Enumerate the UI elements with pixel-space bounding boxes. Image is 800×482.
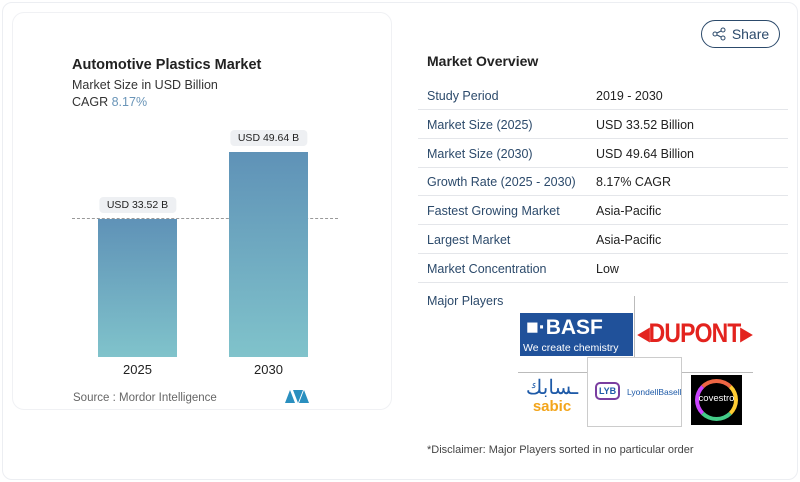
row-label: Study Period xyxy=(427,89,499,103)
source-text: Source : Mordor Intelligence xyxy=(73,392,217,404)
row-label: Market Concentration xyxy=(427,261,547,276)
share-button[interactable]: Share xyxy=(701,20,780,48)
cagr-label: CAGR xyxy=(72,95,109,109)
lyondell-name: LyondellBasell xyxy=(627,387,682,397)
covestro-name: covestro xyxy=(698,393,735,404)
x-tick-label: 2030 xyxy=(254,362,283,377)
row-value: 2019 - 2030 xyxy=(596,89,663,103)
reference-line xyxy=(72,218,338,219)
row-label: Fastest Growing Market xyxy=(427,204,560,219)
disclaimer: *Disclaimer: Major Players sorted in no … xyxy=(427,444,694,456)
major-players-label: Major Players xyxy=(427,294,504,308)
row-value: Low xyxy=(596,261,619,276)
overview-row: Market Size (2025) USD 33.52 Billion xyxy=(418,110,788,139)
row-value: Asia-Pacific xyxy=(596,233,662,247)
basf-name: BASF xyxy=(545,316,603,339)
overview-row: Market Concentration Low xyxy=(418,254,788,283)
sabic-logo: ـسابك sabic xyxy=(522,378,582,420)
overview-row: Fastest Growing Market Asia-Pacific xyxy=(418,196,788,226)
overview-row: Growth Rate (2025 - 2030) 8.17% CAGR xyxy=(418,167,788,197)
row-label: Growth Rate (2025 - 2030) xyxy=(427,175,576,190)
divider xyxy=(634,296,635,358)
basf-tagline: We create chemistry xyxy=(523,342,619,354)
row-value: 8.17% CAGR xyxy=(596,175,672,190)
mordor-logo-icon xyxy=(285,390,309,403)
row-label: Market Size (2025) xyxy=(427,117,533,132)
sabic-name: sabic xyxy=(532,398,572,415)
share-icon xyxy=(712,27,726,41)
overview-row: Market Size (2030) USD 49.64 Billion xyxy=(418,139,788,168)
chart-subtitle: Market Size in USD Billion xyxy=(72,78,218,92)
overview-row: Study Period 2019 - 2030 xyxy=(418,81,788,110)
row-value: USD 33.52 Billion xyxy=(596,117,694,132)
row-value: USD 49.64 Billion xyxy=(596,146,694,161)
dupont-logo: ◂DUPONT▸ xyxy=(638,318,752,348)
lyb-mark: LYB xyxy=(595,382,621,400)
dupont-name: DUPONT xyxy=(648,318,742,348)
basf-logo: ■·BASF We create chemistry xyxy=(520,313,633,356)
x-tick-label: 2025 xyxy=(123,362,152,377)
bar-2030 xyxy=(229,152,308,357)
share-label: Share xyxy=(731,26,770,42)
covestro-logo: covestro xyxy=(691,375,742,425)
overview-row: Largest Market Asia-Pacific xyxy=(418,225,788,254)
row-label: Largest Market xyxy=(427,233,511,247)
chart-card xyxy=(12,12,392,410)
row-label: Market Size (2030) xyxy=(427,146,533,161)
data-label: USD 33.52 B xyxy=(98,196,177,213)
chart-title: Automotive Plastics Market xyxy=(72,57,262,73)
overview-title: Market Overview xyxy=(427,53,539,69)
cagr: CAGR 8.17% xyxy=(72,95,147,109)
bar-2025 xyxy=(98,218,177,357)
cagr-value: 8.17% xyxy=(111,95,148,109)
row-value: Asia-Pacific xyxy=(596,204,662,219)
data-label: USD 49.64 B xyxy=(229,130,308,146)
lyondellbasell-logo: LYB LyondellBasell xyxy=(587,357,682,427)
